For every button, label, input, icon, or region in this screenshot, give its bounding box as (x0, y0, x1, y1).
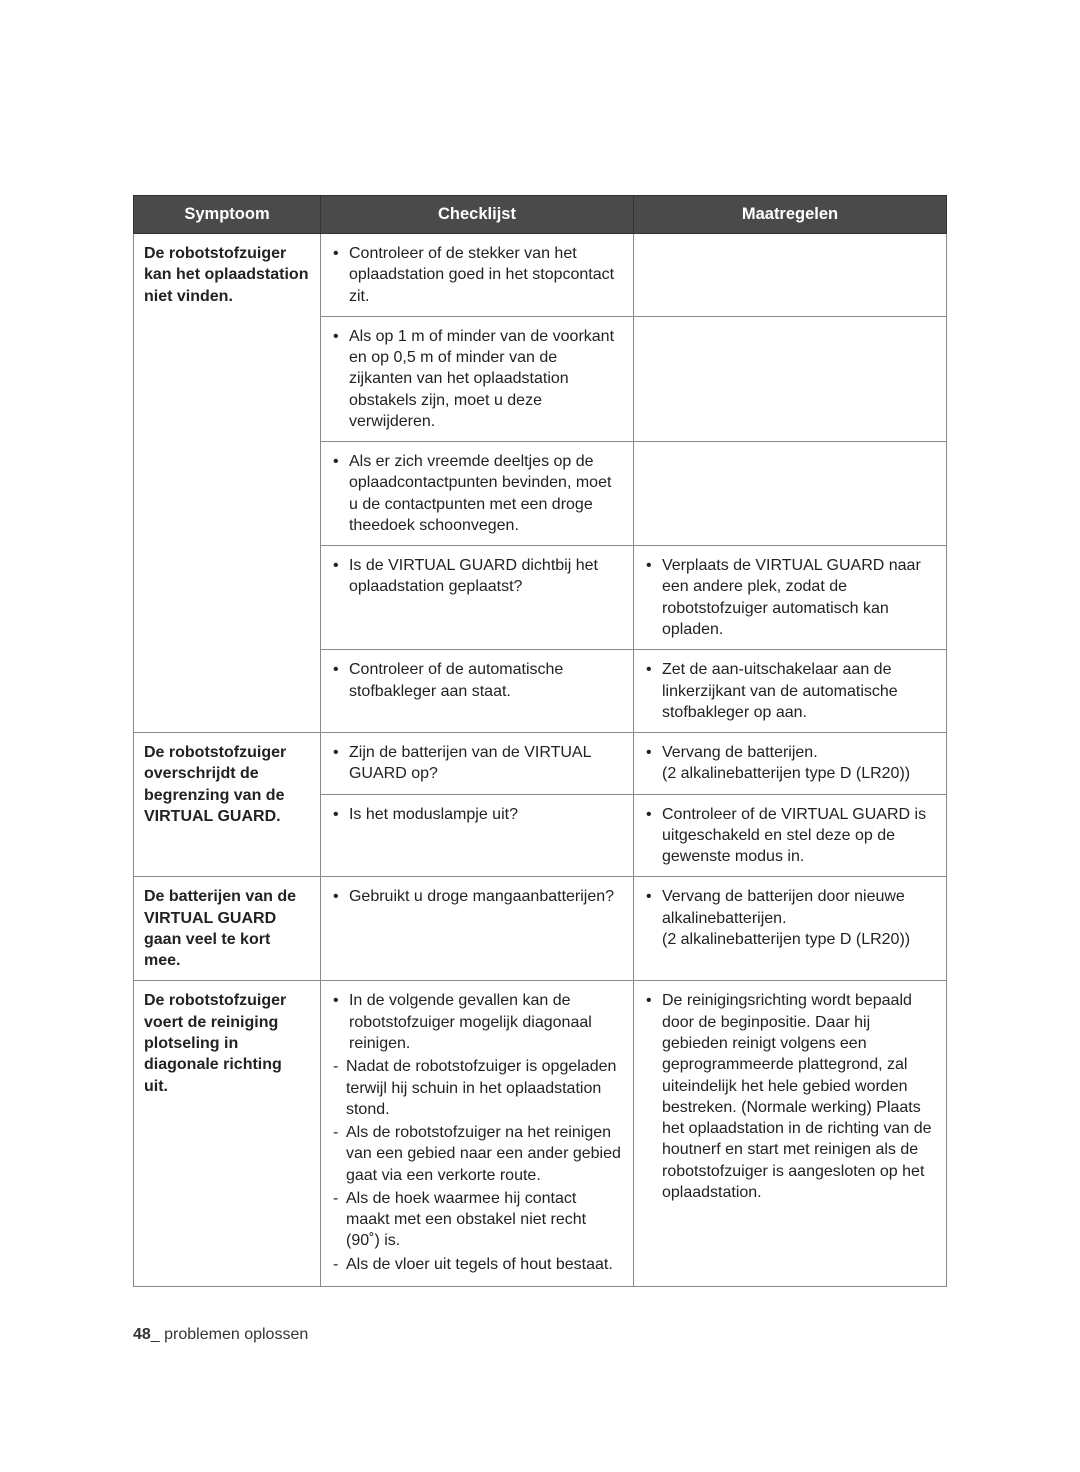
symptom-cell: De robotstofzuiger voert de reiniging pl… (134, 981, 321, 1286)
checklist-cell: Controleer of de automatische stofbakleg… (320, 650, 633, 733)
checklist-cell: Is het moduslampje uit? (320, 794, 633, 877)
checklist-subitem: Als de vloer uit tegels of hout bestaat. (331, 1254, 623, 1275)
checklist-subitem: Als de robotstofzuiger na het reinigen v… (331, 1122, 623, 1186)
action-cell: Zet de aan-uitschakelaar aan de linkerzi… (633, 650, 946, 733)
action-item: Vervang de batterijen door nieuwe alkali… (644, 886, 936, 950)
checklist-cell: Als er zich vreemde deeltjes op de oplaa… (320, 442, 633, 546)
checklist-cell: Is de VIRTUAL GUARD dichtbij het oplaads… (320, 546, 633, 650)
checklist-item: Gebruikt u droge mangaanbatterijen? (331, 886, 623, 907)
table-header-row: Symptoom Checklijst Maatregelen (134, 196, 947, 234)
table-row: De robotstofzuiger kan het oplaadstation… (134, 234, 947, 317)
table-row: De robotstofzuiger voert de reiniging pl… (134, 981, 947, 1286)
checklist-item: Zijn de batterijen van de VIRTUAL GUARD … (331, 742, 623, 785)
document-page: Symptoom Checklijst Maatregelen De robot… (0, 0, 1080, 1287)
checklist-cell: Als op 1 m of minder van de voorkant en … (320, 316, 633, 441)
action-item: Controleer of de VIRTUAL GUARD is uitges… (644, 804, 936, 868)
checklist-subitem: Als de hoek waarmee hij contact maakt me… (331, 1188, 623, 1252)
checklist-item: Controleer of de stekker van het oplaads… (331, 243, 623, 307)
action-cell (633, 316, 946, 441)
action-text: Vervang de batterijen door nieuwe alkali… (662, 888, 905, 926)
action-cell: Vervang de batterijen. (2 alkalinebatter… (633, 733, 946, 795)
checklist-subitem: Nadat de robotstofzuiger is opgeladen te… (331, 1056, 623, 1120)
checklist-item: In de volgende gevallen kan de robotstof… (331, 990, 623, 1054)
action-cell: Vervang de batterijen door nieuwe alkali… (633, 877, 946, 981)
troubleshooting-table: Symptoom Checklijst Maatregelen De robot… (133, 195, 947, 1287)
page-footer: 48_ problemen oplossen (133, 1326, 308, 1344)
action-cell: Verplaats de VIRTUAL GUARD naar een ande… (633, 546, 946, 650)
checklist-item: Is het moduslampje uit? (331, 804, 623, 825)
action-cell: De reinigingsrichting wordt bepaald door… (633, 981, 946, 1286)
action-item: De reinigingsrichting wordt bepaald door… (644, 990, 936, 1203)
action-item: Zet de aan-uitschakelaar aan de linkerzi… (644, 659, 936, 723)
symptom-cell: De robotstofzuiger kan het oplaadstation… (134, 234, 321, 733)
symptom-cell: De robotstofzuiger overschrijdt de begre… (134, 733, 321, 877)
header-symptom: Symptoom (134, 196, 321, 234)
footer-section: problemen oplossen (160, 1326, 309, 1343)
table-row: De batterijen van de VIRTUAL GUARD gaan … (134, 877, 947, 981)
checklist-cell: Gebruikt u droge mangaanbatterijen? (320, 877, 633, 981)
checklist-cell: Controleer of de stekker van het oplaads… (320, 234, 633, 317)
action-subtext: (2 alkalinebatterijen type D (LR20)) (662, 931, 910, 948)
action-item: Vervang de batterijen. (2 alkalinebatter… (644, 742, 936, 785)
checklist-cell: In de volgende gevallen kan de robotstof… (320, 981, 633, 1286)
checklist-item: Als op 1 m of minder van de voorkant en … (331, 326, 623, 432)
action-text: Vervang de batterijen. (662, 744, 818, 761)
action-cell (633, 442, 946, 546)
action-subtext: (2 alkalinebatterijen type D (LR20)) (662, 765, 910, 782)
page-number: 48 (133, 1326, 151, 1343)
checklist-item: Is de VIRTUAL GUARD dichtbij het oplaads… (331, 555, 623, 598)
footer-separator: _ (151, 1326, 160, 1343)
table-row: De robotstofzuiger overschrijdt de begre… (134, 733, 947, 795)
checklist-cell: Zijn de batterijen van de VIRTUAL GUARD … (320, 733, 633, 795)
header-checklist: Checklijst (320, 196, 633, 234)
action-item: Verplaats de VIRTUAL GUARD naar een ande… (644, 555, 936, 640)
checklist-item: Controleer of de automatische stofbakleg… (331, 659, 623, 702)
action-cell: Controleer of de VIRTUAL GUARD is uitges… (633, 794, 946, 877)
checklist-intro: In de volgende gevallen kan de robotstof… (349, 992, 592, 1052)
checklist-item: Als er zich vreemde deeltjes op de oplaa… (331, 451, 623, 536)
symptom-cell: De batterijen van de VIRTUAL GUARD gaan … (134, 877, 321, 981)
action-cell (633, 234, 946, 317)
header-action: Maatregelen (633, 196, 946, 234)
